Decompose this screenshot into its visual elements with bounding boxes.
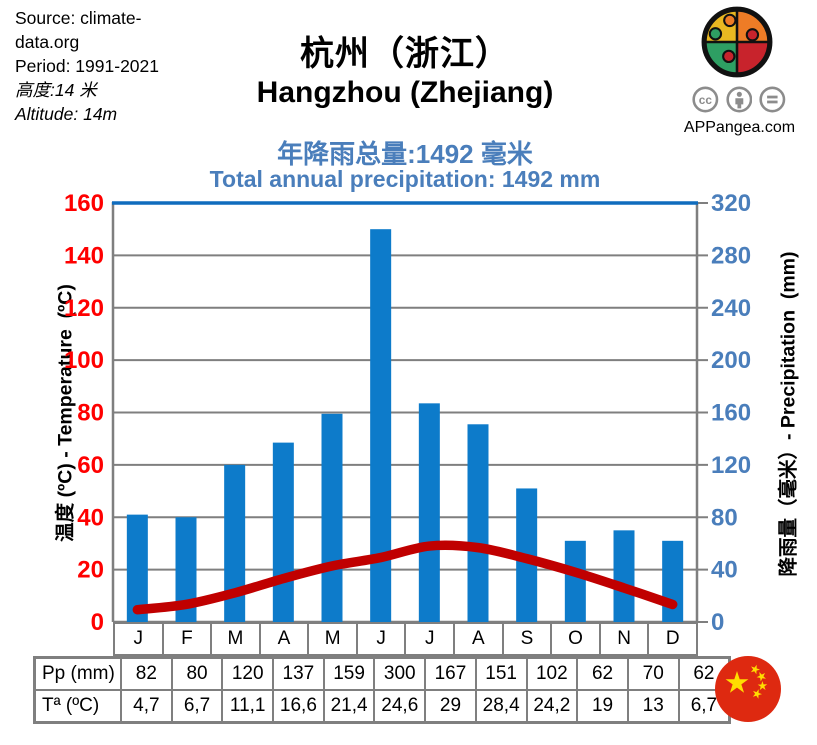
right-axis-tick: 240: [711, 295, 751, 322]
left-axis-label: 温度 (ºC) - Temperature (ºC): [54, 284, 77, 542]
month-cell: J: [355, 622, 407, 656]
table-row: Tª (ºC) 4,7 6,7 11,1 16,6 21,4 24,6 29 28,4 24,2 1…: [33, 689, 731, 724]
month-cell: S: [501, 622, 553, 656]
precipitation-bar: [516, 488, 538, 622]
value-cell: 137: [272, 656, 325, 691]
precipitation-bar: [662, 540, 684, 622]
right-axis-tick: 280: [711, 242, 751, 269]
value-cell: 24,2: [525, 689, 579, 724]
page-title-zh: 杭州（浙江）: [300, 35, 510, 73]
header: 杭州（浙江） Hangzhou (Zhejiang) 年降雨总量:1492 毫米…: [120, 0, 690, 200]
right-axis-tick: 160: [711, 400, 751, 427]
month-cell: D: [647, 622, 698, 656]
value-cell: 70: [626, 656, 680, 691]
temperature-line: [132, 540, 678, 615]
month-cell: O: [550, 622, 601, 656]
value-cell: 4,7: [120, 689, 173, 724]
precipitation-bar: [467, 424, 489, 622]
cc-license-icons: cc: [692, 86, 786, 113]
month-cell: A: [258, 622, 310, 656]
page-title-en: Hangzhou (Zhejiang): [256, 76, 554, 109]
value-cell: 167: [424, 656, 477, 691]
value-cell: 13: [626, 689, 680, 724]
precipitation-bar: [613, 530, 635, 622]
value-cell: 21,4: [322, 689, 376, 724]
value-cell: 62: [576, 656, 629, 691]
precipitation-bar: [224, 464, 246, 622]
right-axis-label: 降雨量（毫米）- Precipitation (mm): [777, 251, 800, 577]
source-line: Source: climate-data.org: [15, 8, 142, 52]
attribution-icon: [726, 86, 752, 113]
value-cell: 300: [373, 656, 427, 691]
site-name: APPangea.com: [683, 119, 796, 136]
value-cell: 120: [221, 656, 275, 691]
no-derivatives-icon: [759, 86, 786, 113]
value-cell: 19: [576, 689, 629, 724]
precipitation-bar: [126, 514, 148, 622]
source-info: Source: climate-data.org Period: 1991-20…: [15, 6, 197, 126]
month-cell: F: [161, 622, 213, 656]
month-cell: N: [598, 622, 650, 656]
china-flag-icon: [715, 656, 781, 722]
precipitation-bar: [418, 403, 440, 622]
period-line: Period: 1991-2021: [15, 56, 159, 76]
value-cell: 151: [474, 656, 528, 691]
climate-data-table: Pp (mm) 82 80 120 137 159 300 167 151 102 62 70 62 Tª…: [33, 656, 732, 724]
svg-text:cc: cc: [699, 93, 713, 107]
right-axis-tick: 40: [711, 557, 738, 584]
value-cell: 6,7: [170, 689, 224, 724]
value-cell: 24,6: [373, 689, 427, 724]
right-axis-tick: 200: [711, 347, 751, 374]
subtitle-zh: 年降雨总量:1492 毫米: [277, 139, 533, 169]
month-cell: J: [113, 622, 164, 656]
value-cell: 80: [170, 656, 224, 691]
month-cell: M: [210, 622, 261, 656]
table-row: Pp (mm) 82 80 120 137 159 300 167 151 102 62 70 62: [33, 656, 731, 691]
value-cell: 16,6: [272, 689, 325, 724]
row-label: Pp (mm): [33, 656, 122, 691]
precipitation-bar: [370, 229, 392, 622]
right-axis-tick: 80: [711, 504, 738, 531]
altitude-zh: 高度:14 米: [15, 80, 97, 100]
value-cell: 102: [525, 656, 579, 691]
left-axis-tick: 140: [64, 242, 104, 269]
left-axis-tick: 20: [77, 557, 104, 584]
left-axis-tick: 40: [77, 504, 104, 531]
left-axis-tick: 80: [77, 400, 104, 427]
month-cell: M: [307, 622, 358, 656]
precipitation-bar: [175, 517, 197, 622]
precipitation-bar: [272, 442, 294, 622]
precipitation-bar: [564, 540, 586, 622]
value-cell: 11,1: [221, 689, 275, 724]
row-label: Tª (ºC): [33, 689, 122, 724]
value-cell: 29: [424, 689, 477, 724]
right-axis-tick: 120: [711, 452, 751, 479]
precipitation-bar: [321, 413, 343, 622]
left-axis-tick: 0: [91, 609, 104, 636]
value-cell: 159: [322, 656, 376, 691]
subtitle-en: Total annual precipitation: 1492 mm: [209, 166, 601, 192]
right-axis-tick: 0: [711, 609, 724, 636]
month-cell: A: [453, 622, 504, 656]
left-axis-tick: 160: [64, 190, 104, 217]
altitude-en: Altitude: 14m: [15, 104, 118, 124]
right-axis-tick: 320: [711, 190, 751, 217]
cc-icon: cc: [692, 86, 719, 113]
month-cell: J: [404, 622, 456, 656]
left-axis-tick: 60: [77, 452, 104, 479]
value-cell: 28,4: [474, 689, 528, 724]
appangea-logo-icon: [699, 4, 775, 80]
value-cell: 82: [120, 656, 173, 691]
